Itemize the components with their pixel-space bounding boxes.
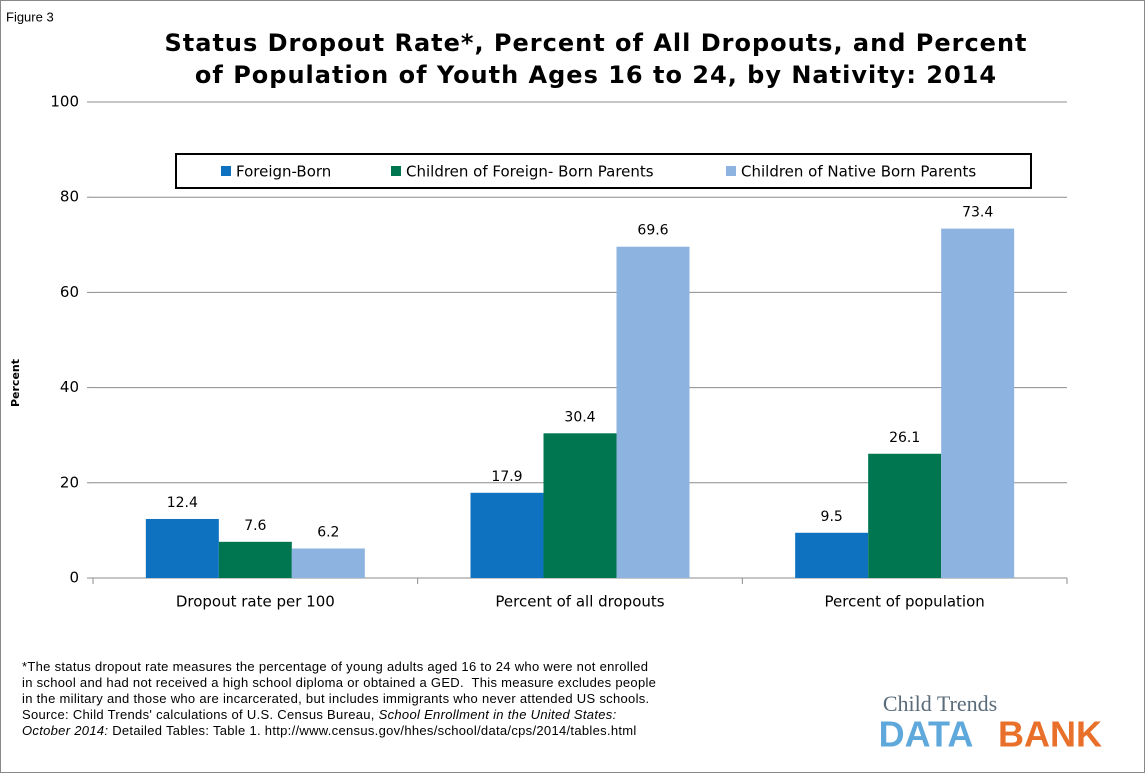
legend-box	[175, 153, 1032, 189]
bar	[941, 228, 1015, 578]
footnote-line: Source: Child Trends' calculations of U.…	[22, 707, 617, 722]
bar	[795, 532, 869, 578]
y-axis-label: Percent	[9, 359, 22, 407]
footnote-text: School Enrollment in the United States:	[379, 707, 617, 722]
data-label: 69.6	[637, 223, 668, 239]
logo-bank: BANK	[998, 714, 1102, 755]
data-label: 30.4	[564, 409, 595, 425]
x-tick-label: Dropout rate per 100	[176, 593, 335, 611]
footnote: *The status dropout rate measures the pe…	[22, 659, 656, 738]
x-tick-label: Percent of population	[825, 593, 985, 611]
logo-top: Child Trends	[883, 691, 997, 716]
data-label: 7.6	[244, 518, 266, 534]
x-tick-label: Percent of all dropouts	[495, 593, 664, 611]
y-tick-label: 20	[60, 473, 79, 491]
y-tick-label: 80	[60, 188, 79, 206]
footnote-line: *The status dropout rate measures the pe…	[22, 659, 648, 674]
bar	[868, 453, 942, 578]
data-label: 73.4	[962, 205, 993, 221]
footnote-line: in school and had not received a high sc…	[22, 675, 656, 690]
chart-title: Status Dropout Rate*, Percent of All Dro…	[164, 29, 1027, 57]
chart-title: of Population of Youth Ages 16 to 24, by…	[195, 61, 997, 89]
footnote-text: in school and had not received a high sc…	[22, 675, 656, 690]
logo: Child Trends DATA BANK	[879, 691, 1102, 754]
footnote-text: *The status dropout rate measures the pe…	[22, 659, 648, 674]
logo-data: DATA	[879, 714, 974, 755]
bar	[543, 433, 617, 578]
footnote-text: October 2014:	[22, 723, 108, 738]
y-tick-label: 0	[69, 569, 79, 587]
bar	[616, 246, 690, 579]
footnote-text: Detailed Tables: Table 1. http://www.cen…	[108, 723, 636, 738]
y-tick-label: 60	[60, 283, 79, 301]
data-label: 17.9	[491, 469, 522, 485]
y-tick-label: 40	[60, 378, 79, 396]
y-tick-label: 100	[50, 93, 79, 111]
legend-label: Children of Native Born Parents	[741, 163, 976, 181]
legend-swatch	[726, 166, 736, 176]
data-label: 26.1	[889, 430, 920, 446]
legend-swatch	[391, 166, 401, 176]
footnote-line: October 2014: Detailed Tables: Table 1. …	[22, 723, 637, 738]
bar	[218, 541, 292, 578]
data-label: 12.4	[167, 495, 198, 511]
bar	[145, 518, 219, 578]
figure-label: Figure 3	[6, 9, 54, 24]
bar	[291, 548, 365, 578]
legend-swatch	[221, 166, 231, 176]
data-label: 9.5	[821, 509, 843, 525]
legend-label: Children of Foreign- Born Parents	[406, 163, 654, 181]
bar	[470, 492, 544, 578]
legend-label: Foreign-Born	[236, 163, 331, 181]
footnote-line: in the military and those who are incarc…	[22, 691, 649, 706]
footnote-text: in the military and those who are incarc…	[22, 691, 649, 706]
data-label: 6.2	[317, 524, 339, 540]
footnote-text: Source: Child Trends' calculations of U.…	[22, 707, 379, 722]
